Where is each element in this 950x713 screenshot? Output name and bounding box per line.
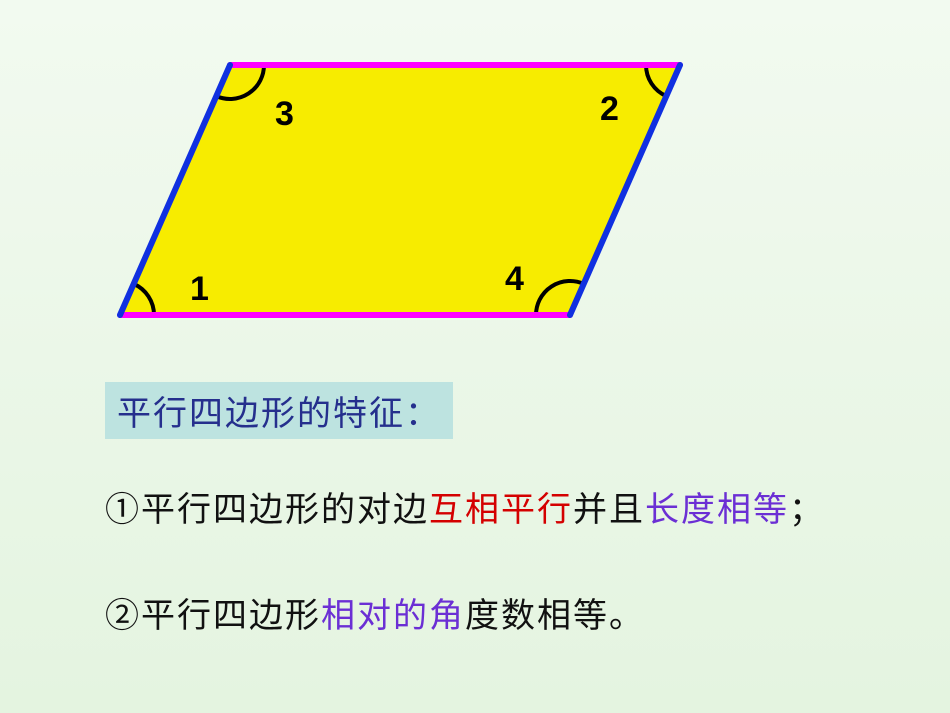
slide: 1 2 3 4 平行四边形的特征： ①平行四边形的对边互相平行并且长度相等； ②平行四… [0, 0, 950, 713]
heading-text: 平行四边形的特征： [117, 396, 441, 433]
point-2: ②平行四边形相对的角度数相等。 [105, 588, 645, 637]
angle-label-4: 4 [505, 260, 524, 298]
angle-label-1: 1 [190, 270, 209, 308]
point-2-c: 度数相等。 [465, 598, 645, 635]
point-1-a: ①平行四边形的对边 [105, 492, 429, 529]
point-2-a: ②平行四边形 [105, 598, 321, 635]
angle-label-3: 3 [275, 95, 294, 133]
point-1-d: 长度相等 [645, 492, 789, 529]
heading: 平行四边形的特征： [105, 382, 453, 439]
point-1-c: 并且 [573, 492, 645, 529]
angle-label-2: 2 [600, 90, 619, 128]
parallelogram-diagram: 1 2 3 4 [60, 45, 760, 345]
point-1-e: ； [789, 492, 825, 529]
point-1-b: 互相平行 [429, 492, 573, 529]
point-1: ①平行四边形的对边互相平行并且长度相等； [105, 482, 825, 531]
point-2-b: 相对的角 [321, 598, 465, 635]
